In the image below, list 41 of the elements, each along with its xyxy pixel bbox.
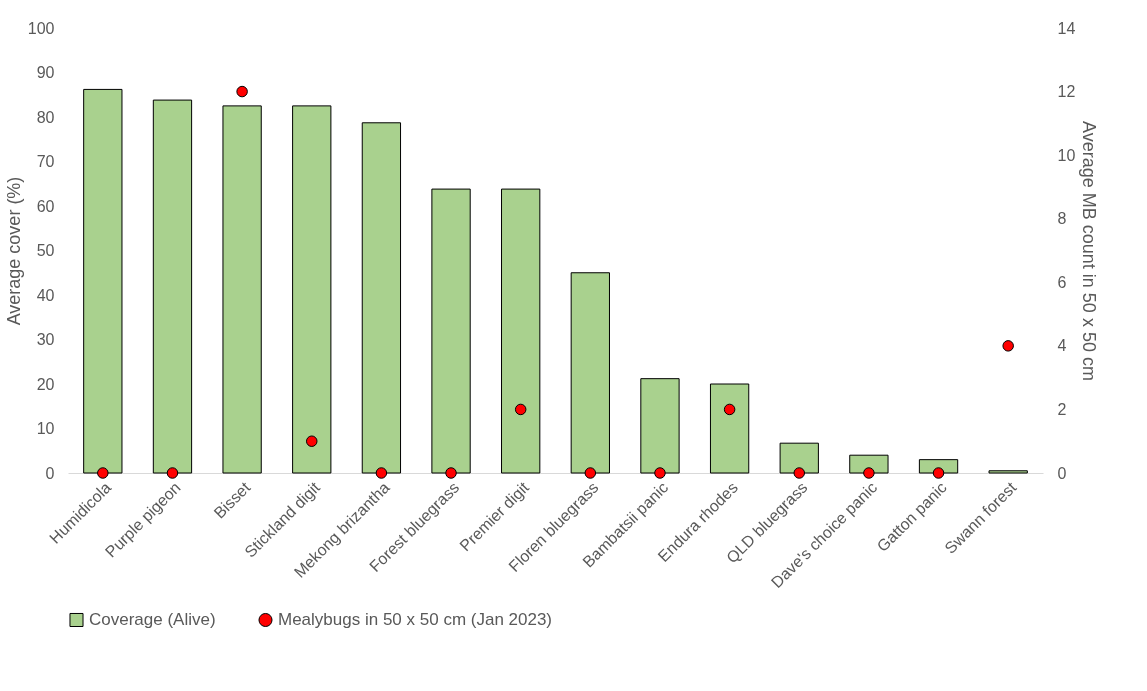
legend-label: Coverage (Alive): [89, 609, 216, 629]
bar: [988, 470, 1028, 474]
y2-tick-label: 10: [1057, 146, 1076, 164]
bar: [709, 383, 750, 474]
y2-tick-label: 2: [1057, 400, 1067, 418]
point: [236, 85, 248, 98]
y2-tick-label: 6: [1057, 273, 1067, 291]
point: [654, 467, 666, 479]
bar: [501, 188, 541, 474]
y2-tick-label: 4: [1057, 337, 1067, 355]
y2-tick-label: 8: [1057, 210, 1067, 228]
y-tick-label: 90: [36, 64, 55, 81]
point: [863, 467, 875, 479]
point: [1002, 340, 1014, 352]
y-tick-label: 0: [45, 464, 55, 482]
point: [97, 467, 109, 479]
y2-axis-title: Average MB count in 50 x 50 cm: [1079, 121, 1100, 381]
y-tick-label: 50: [36, 242, 55, 259]
point: [306, 435, 318, 447]
point: [445, 467, 457, 479]
y-tick-label: 60: [36, 197, 55, 215]
point: [793, 467, 805, 479]
y2-tick-label: 12: [1057, 83, 1076, 101]
point: [514, 403, 527, 416]
bar: [292, 105, 332, 474]
y-tick-label: 70: [36, 153, 55, 170]
bar: [222, 105, 262, 474]
y2-tick-label: 0: [1057, 464, 1067, 482]
y-tick-label: 30: [36, 331, 55, 348]
y-tick-label: 20: [36, 375, 55, 393]
y-tick-label: 10: [36, 420, 55, 437]
y-tick-label: 40: [36, 286, 55, 304]
y-tick-label: 80: [36, 108, 55, 126]
legend-label: Mealybugs in 50 x 50 cm (Jan 2023): [278, 609, 553, 629]
point: [375, 467, 388, 479]
y2-tick-label: 14: [1057, 19, 1076, 37]
y-tick-label: 100: [27, 19, 55, 37]
y-axis-title: Average cover (%): [3, 176, 24, 326]
point: [584, 467, 597, 479]
point: [166, 467, 179, 479]
point: [723, 403, 736, 416]
